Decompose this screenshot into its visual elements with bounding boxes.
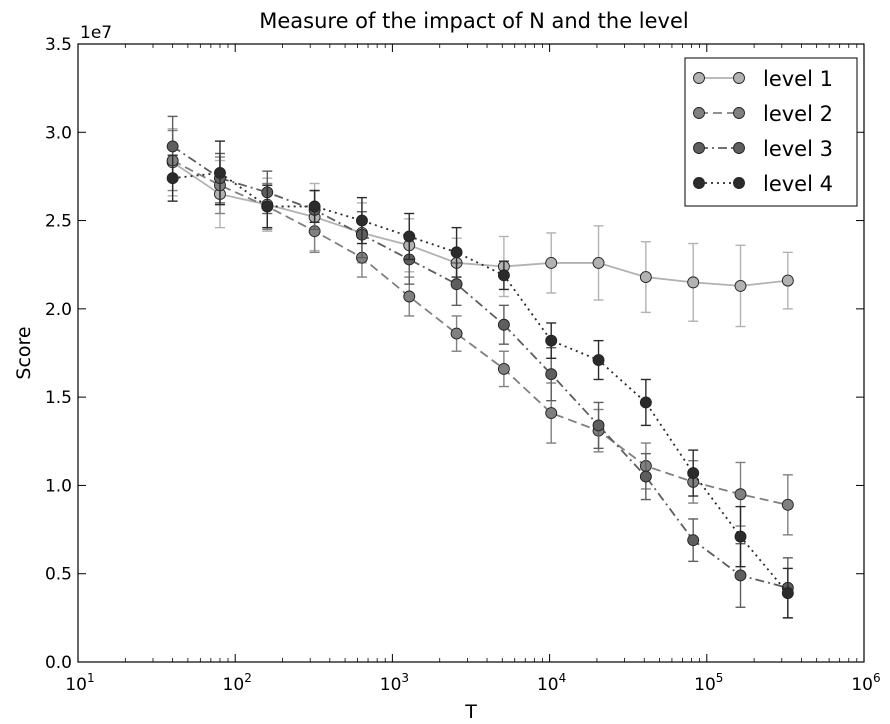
y-tick-label: 0.0: [45, 653, 72, 673]
series-line: [172, 145, 789, 589]
data-point: [545, 368, 558, 381]
data-point: [781, 498, 794, 511]
y-tick-label: 0.5: [45, 565, 72, 585]
y-tick-label: 3.5: [45, 35, 72, 55]
data-point: [166, 172, 179, 185]
legend-label: level 4: [763, 172, 833, 196]
legend: level 1 level 2 level 3 level 4: [684, 57, 858, 207]
legend-marker: [693, 177, 705, 189]
data-point: [403, 230, 416, 243]
data-point: [261, 200, 274, 213]
data-point: [687, 467, 700, 480]
data-point: [166, 140, 179, 153]
data-point: [214, 166, 226, 179]
y-tick-label: 3.0: [45, 123, 72, 143]
legend-label: level 3: [763, 137, 833, 161]
x-tick-label: 101: [65, 671, 94, 695]
data-point: [497, 318, 510, 331]
y-tick-label: 2.5: [45, 212, 72, 232]
y-tick-label: 1.5: [45, 388, 72, 408]
legend-entry: level 3: [693, 137, 833, 161]
data-point: [545, 256, 558, 269]
legend-marker: [733, 107, 745, 119]
series-layer: [166, 115, 794, 619]
y-axis-label: Score: [13, 326, 35, 379]
data-point: [639, 271, 652, 284]
axis-layer: 0.0 0.5 1.0 1.5 2.0 2.5 3.0 3.5 101 102 103 104 105 1…: [45, 35, 881, 695]
legend-marker: [733, 177, 745, 189]
data-point: [734, 569, 747, 582]
series-line: [172, 159, 789, 506]
data-point: [450, 327, 463, 340]
x-tick-label: 104: [537, 671, 566, 695]
data-point: [687, 276, 700, 289]
data-point: [592, 419, 605, 432]
data-point: [592, 256, 605, 269]
legend-marker: [693, 142, 705, 154]
x-tick-label: 102: [223, 671, 252, 695]
data-point: [308, 200, 321, 213]
legend-label: level 1: [763, 67, 833, 91]
x-axis-label: T: [464, 701, 477, 723]
legend-entry: level 4: [693, 172, 833, 196]
data-point: [734, 530, 747, 543]
data-point: [403, 290, 416, 303]
data-point: [639, 396, 652, 409]
legend-box: [684, 57, 858, 207]
data-point: [497, 269, 510, 282]
data-point: [355, 214, 368, 227]
data-point: [497, 362, 510, 375]
plot-frame: [77, 43, 865, 663]
y-tick-label: 1.0: [45, 476, 72, 496]
series-line: [172, 161, 788, 287]
legend-marker: [733, 72, 745, 84]
legend-marker: [733, 142, 745, 154]
data-point: [545, 334, 558, 347]
y-axis-multiplier: 1e7: [80, 23, 112, 43]
data-point: [450, 278, 463, 291]
legend-marker: [693, 107, 705, 119]
data-point: [781, 587, 794, 600]
data-point: [450, 246, 463, 259]
chart-title: Measure of the impact of N and the level: [259, 9, 689, 33]
data-point: [687, 534, 700, 547]
legend-marker: [693, 72, 705, 84]
series-4: [166, 140, 794, 619]
y-tick-label: 2.0: [45, 300, 72, 320]
x-tick-label: 105: [694, 671, 723, 695]
legend-entry: level 1: [693, 67, 833, 91]
data-point: [734, 488, 747, 501]
data-point: [781, 274, 794, 287]
legend-label: level 2: [763, 102, 833, 126]
data-point: [639, 470, 652, 483]
data-point: [592, 354, 605, 367]
x-tick-label: 103: [380, 671, 409, 695]
data-point: [545, 407, 558, 419]
x-tick-label: 106: [851, 671, 880, 695]
data-point: [734, 279, 747, 292]
legend-entry: level 2: [693, 102, 833, 126]
